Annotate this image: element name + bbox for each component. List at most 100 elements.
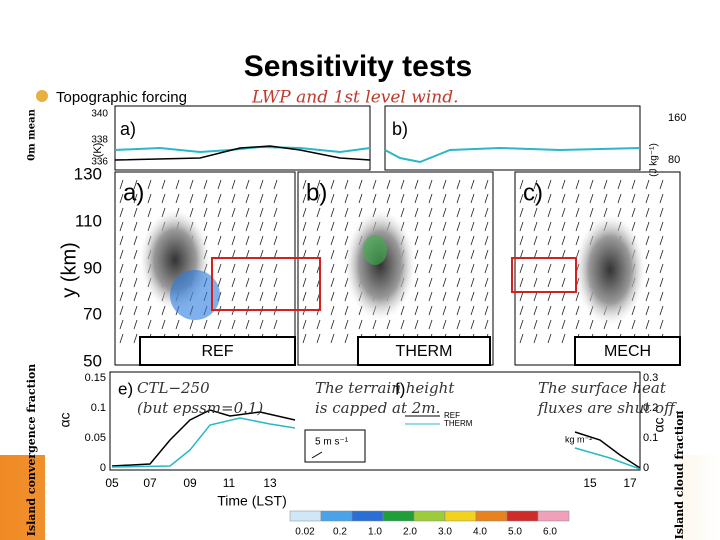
arrow — [175, 179, 180, 190]
arrow — [456, 235, 461, 246]
arrow — [519, 207, 524, 218]
tick-label: 0.15 — [85, 372, 106, 384]
arrow — [316, 193, 321, 204]
arrow — [245, 221, 250, 232]
colorbar-cell — [475, 510, 508, 522]
arrow — [442, 179, 447, 190]
arrow — [386, 319, 391, 330]
arrow — [231, 179, 236, 190]
arrow — [386, 193, 391, 204]
arrow — [442, 277, 447, 288]
arrow — [119, 277, 124, 288]
arrow — [617, 193, 622, 204]
arrow — [484, 291, 489, 302]
tick-label: 13 — [263, 476, 277, 490]
curve — [111, 409, 296, 467]
arrow — [645, 305, 650, 316]
cloud — [363, 235, 387, 265]
arrow — [175, 193, 180, 204]
arrow — [484, 207, 489, 218]
arrow — [133, 221, 138, 232]
panel-label: a) — [123, 179, 144, 206]
arrow — [273, 319, 278, 330]
arrow — [302, 319, 307, 330]
arrow — [561, 333, 566, 344]
annotation: CTL−250 — [137, 379, 210, 397]
axis-unit: (J kg⁻¹) — [649, 143, 660, 177]
arrow — [428, 179, 433, 190]
arrow — [414, 193, 419, 204]
arrow — [575, 207, 580, 218]
arrow — [133, 319, 138, 330]
arrow — [217, 277, 222, 288]
tick-label: 07 — [143, 476, 157, 490]
colorbar — [289, 510, 570, 522]
curve — [384, 146, 641, 164]
tick-label: 17 — [623, 476, 637, 490]
arrow — [344, 193, 349, 204]
arrow — [316, 207, 321, 218]
arrow — [645, 193, 650, 204]
arrow — [659, 291, 664, 302]
arrow — [533, 235, 538, 246]
arrow — [400, 193, 405, 204]
arrow — [519, 263, 524, 274]
tick-label: 09 — [183, 476, 197, 490]
arrow — [428, 235, 433, 246]
arrow — [484, 277, 489, 288]
arrow — [330, 221, 335, 232]
name-box — [357, 336, 491, 366]
arrow — [442, 193, 447, 204]
axis-label: 0m mean — [27, 108, 38, 160]
arrow — [470, 277, 475, 288]
arrow — [119, 179, 124, 190]
arrow — [428, 249, 433, 260]
arrow — [659, 193, 664, 204]
arrow — [547, 221, 552, 232]
arrow — [217, 221, 222, 232]
tick-label: 0.1 — [643, 432, 658, 444]
arrow — [316, 319, 321, 330]
arrow — [119, 319, 124, 330]
arrow — [302, 207, 307, 218]
arrow — [617, 207, 622, 218]
tick-label: 338 — [91, 135, 108, 146]
panel-label: f) — [395, 379, 405, 398]
arrow — [231, 193, 236, 204]
panel-label: b) — [306, 179, 327, 206]
tick-label: 15 — [583, 476, 597, 490]
arrow — [428, 221, 433, 232]
curve — [574, 447, 641, 470]
top-panel — [114, 105, 371, 171]
arrow — [189, 179, 194, 190]
arrow — [372, 319, 377, 330]
panel-label: e) — [118, 379, 133, 398]
arrow — [119, 263, 124, 274]
arrow — [561, 207, 566, 218]
arrow — [330, 277, 335, 288]
arrow — [231, 235, 236, 246]
arrow — [659, 249, 664, 260]
arrow — [358, 193, 363, 204]
arrow — [547, 263, 552, 274]
arrow — [344, 291, 349, 302]
colorbar-cell — [537, 510, 570, 522]
arrow — [119, 333, 124, 344]
arrow — [442, 319, 447, 330]
arrow — [245, 319, 250, 330]
arrow — [519, 333, 524, 344]
tick-label: 0.05 — [85, 432, 106, 444]
arrow — [533, 305, 538, 316]
arrow — [519, 221, 524, 232]
arrow — [147, 319, 152, 330]
arrow — [259, 221, 264, 232]
arrow — [133, 207, 138, 218]
wind-scale: 5 m s⁻¹ — [315, 437, 349, 448]
axis-label: y (km) — [58, 242, 80, 298]
arrow — [273, 235, 278, 246]
arrow — [428, 319, 433, 330]
arrow — [645, 207, 650, 218]
legend-label: REF — [444, 411, 460, 420]
arrow — [119, 291, 124, 302]
arrow — [330, 291, 335, 302]
